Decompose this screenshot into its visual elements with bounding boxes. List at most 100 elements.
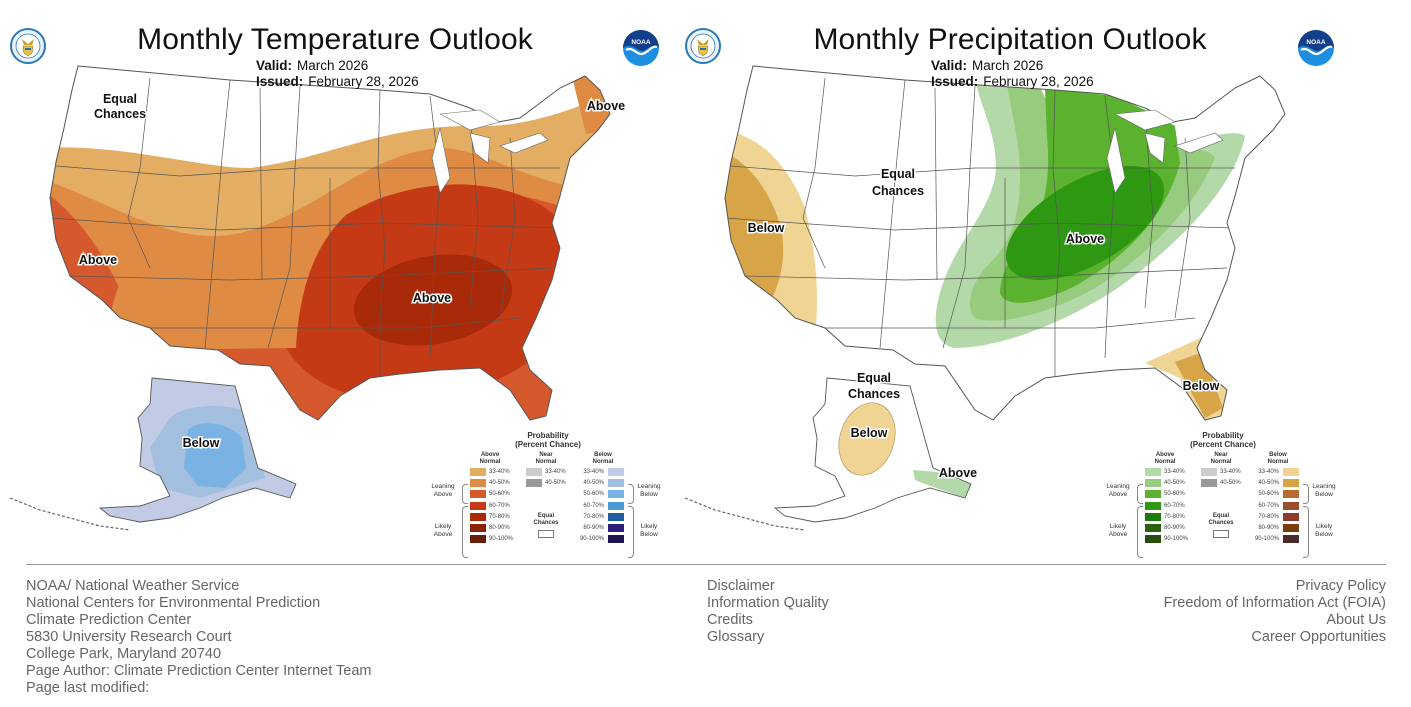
legend-swatch-below-90-100 [608, 535, 624, 544]
privacy-policy-link[interactable]: Privacy Policy [1295, 578, 1386, 594]
region-label-above-maine: Above [587, 99, 625, 113]
legend-swatch-above-50-60 [470, 490, 486, 499]
credits-link[interactable]: Credits [707, 612, 753, 628]
legend-label-above: 40-50% [1164, 480, 1185, 487]
glossary-link[interactable]: Glossary [707, 629, 765, 645]
region-label-below-florida: Below [1183, 379, 1220, 393]
foia-link[interactable]: Freedom of Information Act (FOIA) [1163, 595, 1386, 611]
lg-lia-2: Above [433, 531, 453, 538]
legend-label-above: 33-40% [1164, 469, 1185, 475]
region-label-below-california: Below [748, 221, 785, 235]
footer-line: National Centers for Environmental Predi… [26, 595, 321, 611]
doc-seal-icon [685, 28, 721, 64]
legend-label-above: 70-80% [489, 513, 510, 520]
region-label-equal-chances-alaska-2: Chances [848, 387, 900, 401]
temperature-outlook-panel: Equal Chances Above Above Above Below Mo… [0, 18, 676, 558]
noaa-logo-icon: NOAA [623, 30, 659, 66]
doc-seal-icon [10, 28, 46, 64]
region-label-above-panhandle: Above [939, 466, 977, 480]
legend-swatch-below-50-60 [608, 490, 624, 499]
legend-label-below: 40-50% [1258, 480, 1279, 487]
legend-swatch-near-40-50 [1201, 479, 1217, 488]
legend-label-above: 80-90% [489, 525, 510, 531]
legend-swatch-near-40-50 [526, 479, 542, 488]
lg-lib-1: Likely [640, 523, 658, 530]
lg-lib-2: Below [640, 531, 658, 538]
legend-swatch-above-40-50 [1145, 479, 1161, 488]
conus-precipitation-shading [725, 66, 1285, 420]
legend-label-near: 33-40% [1220, 469, 1241, 475]
legend-equal-chances-swatch [1213, 530, 1229, 538]
lg-lib-1: Likely [1315, 523, 1333, 530]
region-label-below-alaska: Below [851, 426, 888, 440]
legend-swatch-below-90-100 [1283, 535, 1299, 544]
legend-label-below: 80-90% [1258, 525, 1279, 531]
lg-la-2: Above [433, 491, 453, 498]
legend-label-above: 40-50% [489, 480, 510, 487]
region-label-equal-chances-alaska: Equal [857, 371, 891, 385]
information-quality-link[interactable]: Information Quality [707, 595, 829, 611]
svg-text:NOAA: NOAA [1306, 39, 1325, 46]
legend-head-below: Below Normal [583, 452, 623, 466]
legend-label-above: 33-40% [489, 469, 510, 475]
issued-label: Issued: [931, 74, 979, 89]
valid-label: Valid: [931, 58, 968, 73]
lg-lia-1: Likely [1109, 523, 1127, 530]
legend-label-above: 60-70% [489, 502, 510, 509]
region-label-below-alaska: Below [183, 436, 220, 450]
precipitation-outlook-panel: Equal Chances Below Above Below Equal Ch… [675, 18, 1351, 558]
about-us-link[interactable]: About Us [1326, 612, 1386, 628]
lg-lb-2: Below [640, 491, 658, 498]
legend-label-below: 33-40% [1258, 469, 1279, 475]
legend-label-below: 80-90% [583, 525, 604, 531]
legend-head-above-2: Normal [1154, 459, 1176, 465]
legend-group-leaning-below: Leaning Below [1309, 483, 1339, 499]
lg-lb-1: Leaning [1312, 483, 1336, 490]
great-lakes [1106, 109, 1224, 194]
alaska-outline [98, 377, 297, 523]
legend-brace [462, 484, 468, 504]
lg-ec-1: Equal [537, 513, 555, 519]
lg-lia-1: Likely [434, 523, 452, 530]
lg-ec-1: Equal [1212, 513, 1230, 519]
legend-brace [628, 484, 634, 504]
legend-swatch-above-90-100 [1145, 535, 1161, 544]
legend-swatch-above-33-40 [1145, 468, 1161, 476]
legend-swatch-above-40-50 [470, 479, 486, 488]
legend-label-above: 60-70% [1164, 502, 1185, 509]
footer-line: College Park, Maryland 20740 [26, 646, 222, 662]
disclaimer-link[interactable]: Disclaimer [707, 578, 775, 594]
career-opportunities-link[interactable]: Career Opportunities [1251, 629, 1386, 645]
issued-value: February 28, 2026 [983, 74, 1094, 89]
legend-swatch-above-33-40 [470, 468, 486, 476]
legend-label-above: 70-80% [1164, 513, 1185, 520]
valid-value: March 2026 [972, 58, 1044, 73]
legend-brace [1303, 506, 1309, 558]
region-label-above-ohio-valley: Above [1066, 232, 1104, 246]
state-boundaries [725, 77, 1236, 378]
conus-outline [724, 65, 1286, 421]
region-below-50-60-ak [184, 423, 246, 488]
legend-label-below: 70-80% [583, 513, 604, 520]
legend-title-line2: (Percent Chance) [1190, 440, 1256, 449]
footer-line: Climate Prediction Center [26, 612, 192, 628]
legend-swatch-below-80-90 [1283, 524, 1299, 532]
region-label-equal-chances-2: Chances [94, 107, 146, 121]
legend-brace [628, 506, 634, 558]
legend-head-below-2: Normal [1267, 459, 1289, 465]
precipitation-outlook-map: Equal Chances Below Above Below Equal Ch… [684, 65, 1286, 531]
legend-head-above-1: Above [1155, 452, 1175, 458]
region-label-equal-chances-2: Chances [872, 184, 924, 198]
legend-title: Probability (Percent Chance) [1173, 431, 1273, 449]
region-above-40-50-southwest [110, 203, 360, 350]
legend-label-below: 33-40% [583, 469, 604, 475]
legend-label-below: 50-60% [583, 491, 604, 498]
footer-links-middle: Disclaimer Information Quality Credits G… [707, 578, 829, 646]
legend-equal-chances-label: Equal Chances [1201, 513, 1241, 527]
legend-label-below: 90-100% [1254, 536, 1279, 543]
legend-label-near: 40-50% [1220, 480, 1241, 487]
temperature-outlook-map: Equal Chances Above Above Above Below [9, 65, 627, 531]
legend-title-line1: Probability [1202, 431, 1244, 440]
legend-equal-chances-swatch [538, 530, 554, 538]
lg-lib-2: Below [1315, 531, 1333, 538]
